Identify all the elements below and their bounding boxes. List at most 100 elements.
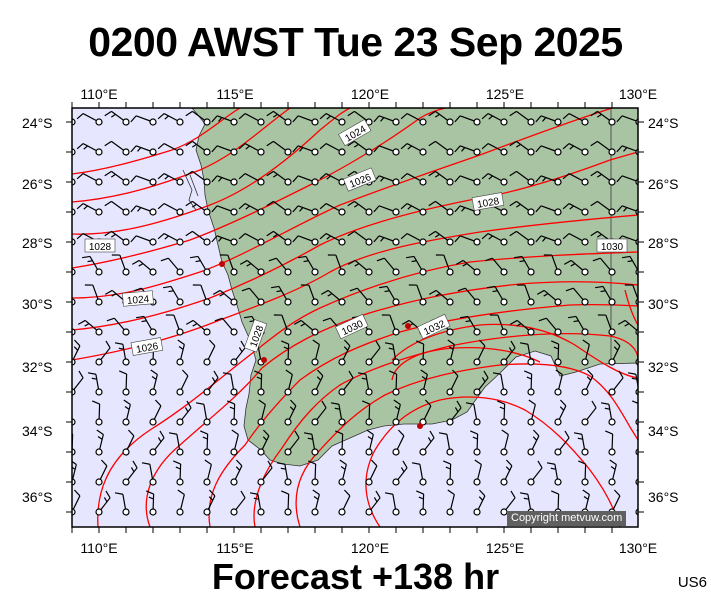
- wind-barb-icon: [200, 430, 211, 456]
- lat-label: 34°S: [648, 423, 679, 439]
- wind-barb-icon: [230, 459, 243, 486]
- isobar-line: [97, 251, 638, 527]
- wind-barb-icon: [365, 429, 374, 456]
- isobar-label: 1030: [596, 238, 628, 253]
- region-code: US6: [677, 574, 707, 591]
- wind-barb-icon: [365, 490, 381, 516]
- wind-barb-icon: [392, 399, 401, 426]
- wind-barb-icon: [130, 175, 157, 186]
- wind-barb-icon: [72, 148, 76, 156]
- lat-label: 28°S: [22, 235, 53, 251]
- lon-label: 115°E: [216, 540, 254, 556]
- wind-barb-icon: [211, 235, 238, 246]
- wind-barb-icon: [146, 490, 157, 516]
- wind-barb-icon: [149, 369, 158, 396]
- wind-barb-icon: [454, 115, 481, 126]
- wind-barb-icon: [320, 289, 346, 306]
- wind-barb-icon: [535, 145, 562, 156]
- wind-barb-icon: [238, 203, 265, 216]
- wind-barb-icon: [185, 110, 211, 126]
- axis-ticks: [66, 102, 644, 533]
- wind-barb-icon: [87, 372, 103, 396]
- wind-barb-icon: [222, 372, 238, 396]
- wind-barb-icon: [104, 140, 130, 156]
- wind-barb-icon: [203, 489, 216, 516]
- wind-barb-icon: [419, 430, 435, 456]
- wind-barb-icon: [211, 145, 238, 156]
- wind-barb-icon: [473, 459, 482, 486]
- wind-barb-icon: [211, 175, 238, 186]
- wind-barb-icon: [590, 140, 616, 156]
- wind-barb-icon: [597, 314, 616, 336]
- wind-barb-icon: [446, 369, 459, 396]
- wind-barb-icon: [419, 369, 428, 396]
- wind-barb-icon: [311, 400, 327, 426]
- wind-barb-icon: [335, 430, 346, 456]
- wind-barb-icon: [509, 170, 535, 186]
- wind-barb-icon: [284, 430, 300, 456]
- wind-barb-icon: [76, 173, 103, 186]
- wind-barb-icon: [327, 254, 346, 276]
- wind-barb-icon: [428, 230, 454, 246]
- wind-barb-icon: [308, 460, 319, 486]
- wind-barb-icon: [379, 285, 400, 306]
- wind-barb-icon: [292, 115, 319, 126]
- page-title: 0200 AWST Tue 23 Sep 2025: [88, 19, 623, 65]
- wind-barb-icon: [590, 200, 616, 216]
- isobar-line: [72, 214, 638, 361]
- wind-barb-icon: [157, 113, 184, 126]
- wind-barb-icon: [95, 429, 104, 456]
- wind-barb-icon: [362, 400, 373, 426]
- station-dot-icon: [219, 261, 225, 267]
- wind-barb-icon: [554, 430, 570, 456]
- wind-barb-icon: [257, 399, 266, 426]
- wind-barb-icon: [527, 460, 543, 486]
- wind-barb-icon: [203, 459, 212, 486]
- wind-barb-icon: [608, 459, 617, 486]
- wind-barb-icon: [203, 370, 219, 396]
- forecast-label: Forecast +138 hr: [211, 556, 500, 597]
- wind-barb-icon: [600, 402, 616, 426]
- wind-barb-icon: [428, 140, 454, 156]
- wind-barb-icon: [543, 254, 562, 276]
- wind-barb-icon: [149, 399, 162, 426]
- lat-label: 34°S: [22, 423, 53, 439]
- wind-barb-icon: [176, 489, 185, 516]
- wind-barb-icon: [273, 314, 292, 336]
- lon-label: 120°E: [350, 86, 390, 102]
- wind-barb-icon: [527, 399, 536, 426]
- wind-barb-icon: [104, 170, 130, 186]
- wind-barb-icon: [484, 257, 508, 276]
- wind-barb-icon: [411, 462, 427, 486]
- wind-barb-icon: [481, 143, 508, 156]
- wind-barb-icon: [428, 289, 454, 306]
- wind-barb-icon: [230, 490, 246, 516]
- wind-barb-icon: [311, 369, 324, 396]
- isobar-line: [365, 396, 621, 527]
- wind-barb-icon: [266, 230, 292, 246]
- wind-barb-icon: [249, 492, 265, 516]
- wind-barb-icon: [72, 238, 76, 246]
- wind-barb-icon: [211, 205, 238, 216]
- wind-barb-icon: [292, 205, 319, 216]
- lat-label: 30°S: [22, 296, 53, 312]
- wind-barb-icon: [497, 400, 508, 426]
- lon-label: 125°E: [485, 86, 525, 102]
- wind-barb-icon: [185, 319, 211, 336]
- isobar-label: 1028: [471, 192, 505, 211]
- wind-barb-icon: [227, 400, 238, 426]
- wind-barb-icon: [338, 339, 351, 366]
- wind-barb-icon: [238, 173, 265, 186]
- wind-barb-icon: [160, 257, 184, 276]
- wind-barb-icon: [590, 170, 616, 186]
- lat-label: 32°S: [22, 359, 53, 375]
- wind-barb-icon: [384, 342, 400, 366]
- wind-barb-icon: [214, 317, 238, 336]
- wind-barb-icon: [481, 233, 508, 246]
- wind-barb-icon: [473, 489, 486, 516]
- wind-barb-icon: [400, 233, 427, 246]
- wind-barb-icon: [514, 255, 535, 276]
- wind-barb-icon: [465, 402, 481, 426]
- wind-barb-icon: [400, 143, 427, 156]
